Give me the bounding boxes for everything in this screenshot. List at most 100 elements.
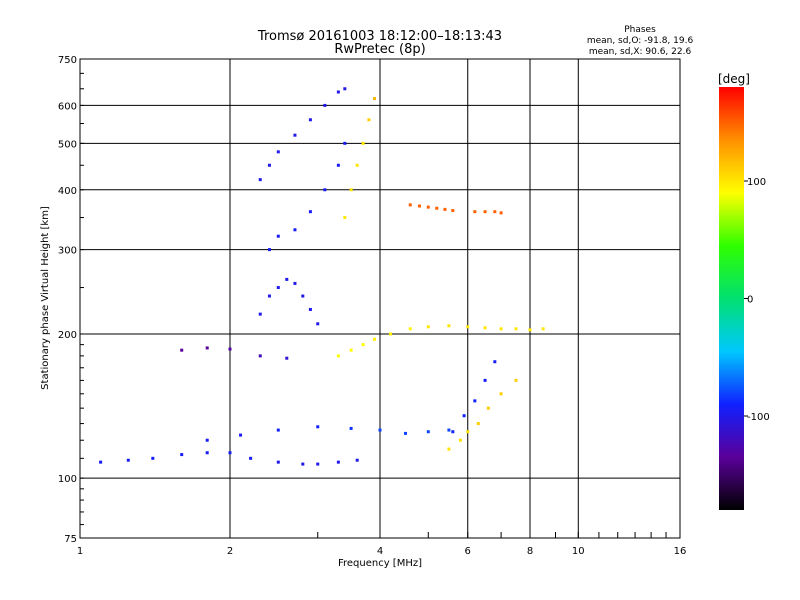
- data-point: [205, 438, 209, 442]
- data-point: [336, 460, 340, 464]
- data-point: [99, 460, 103, 464]
- data-point: [373, 97, 377, 101]
- data-point: [180, 453, 184, 457]
- data-point: [349, 348, 353, 352]
- data-point: [361, 141, 365, 145]
- data-point: [466, 325, 470, 329]
- data-point: [458, 438, 462, 442]
- data-point: [514, 327, 518, 331]
- data-point: [323, 188, 327, 192]
- data-point: [308, 307, 312, 311]
- x-tick-label: 16: [674, 546, 687, 557]
- y-tick-label: 200: [58, 330, 77, 341]
- data-point: [426, 430, 430, 434]
- data-point: [267, 294, 271, 298]
- data-point: [389, 332, 393, 336]
- data-point: [293, 228, 297, 232]
- colorbar-tick-label: -100: [747, 412, 770, 423]
- data-point: [466, 430, 470, 434]
- data-point: [276, 150, 280, 154]
- data-point: [378, 428, 382, 432]
- data-point: [493, 210, 497, 214]
- data-point: [476, 422, 480, 426]
- y-axis: 75 100 200 300 400 500 600 750: [58, 55, 84, 545]
- x-tick-label: 10: [572, 546, 585, 557]
- data-point: [403, 431, 407, 435]
- data-point: [451, 430, 455, 434]
- data-point: [301, 462, 305, 466]
- chart-title: Tromsø 20161003 18:12:00–18:13:43: [257, 29, 502, 44]
- x-tick-label: 4: [377, 546, 383, 557]
- data-point: [293, 281, 297, 285]
- data-point: [355, 458, 359, 462]
- data-point: [473, 399, 477, 403]
- y-tick-label: 600: [58, 101, 77, 112]
- x-tick-label: 2: [227, 546, 233, 557]
- data-point: [151, 456, 155, 460]
- data-point: [486, 406, 490, 410]
- data-point: [499, 211, 503, 215]
- legend-line-o: mean, sd,O: -91.8, 19.6: [587, 36, 694, 46]
- data-point: [336, 354, 340, 358]
- data-point: [349, 188, 353, 192]
- data-point: [239, 433, 243, 437]
- data-point: [462, 414, 466, 418]
- legend-line-x: mean, sd,X: 90.6, 22.6: [589, 47, 692, 57]
- x-tick-label: 6: [465, 546, 471, 557]
- legend-title: Phases: [624, 25, 656, 35]
- data-point: [126, 458, 130, 462]
- data-point: [473, 210, 477, 214]
- data-point: [336, 163, 340, 167]
- data-point: [285, 277, 289, 281]
- data-point: [258, 354, 262, 358]
- data-point: [267, 248, 271, 252]
- x-tick-label: 8: [527, 546, 533, 557]
- data-point: [499, 392, 503, 396]
- data-point: [205, 451, 209, 455]
- y-tick-label: 500: [58, 139, 77, 150]
- y-axis-label: Stationary phase Virtual Height [km]: [40, 206, 51, 390]
- data-point: [249, 456, 253, 460]
- data-point: [447, 447, 451, 451]
- data-point: [343, 87, 347, 91]
- data-point: [276, 286, 280, 290]
- x-axis-label: Frequency [MHz]: [338, 558, 422, 569]
- data-point: [426, 205, 430, 209]
- data-point: [408, 203, 412, 207]
- data-point: [443, 207, 447, 211]
- data-point: [361, 343, 365, 347]
- data-point: [447, 428, 451, 432]
- x-tick-label: 1: [77, 546, 83, 557]
- x-axis: 1 2 4 6 8 10 16: [77, 532, 687, 557]
- data-point: [499, 327, 503, 331]
- data-point: [316, 322, 320, 326]
- y-tick-label: 750: [58, 55, 77, 66]
- data-point: [228, 451, 232, 455]
- data-point: [258, 178, 262, 182]
- data-point: [417, 204, 421, 208]
- data-point: [285, 356, 289, 360]
- data-point: [343, 141, 347, 145]
- data-point: [483, 210, 487, 214]
- data-point: [316, 425, 320, 429]
- colorbar-tick-label: 0: [747, 295, 753, 306]
- data-point: [426, 325, 430, 329]
- data-point: [205, 346, 209, 350]
- colorbar-tick-label: 100: [747, 177, 766, 188]
- data-point: [528, 328, 532, 332]
- data-point: [258, 312, 262, 316]
- data-point: [451, 209, 455, 213]
- data-point: [301, 294, 305, 298]
- colorbar: [719, 87, 744, 510]
- colorbar-label: [deg]: [718, 72, 750, 86]
- scatter-points: [99, 87, 545, 466]
- data-point: [408, 327, 412, 331]
- data-point: [180, 348, 184, 352]
- data-point: [228, 347, 232, 351]
- data-point: [483, 378, 487, 382]
- data-point: [493, 360, 497, 364]
- data-point: [541, 327, 545, 331]
- data-point: [343, 216, 347, 220]
- data-point: [483, 326, 487, 330]
